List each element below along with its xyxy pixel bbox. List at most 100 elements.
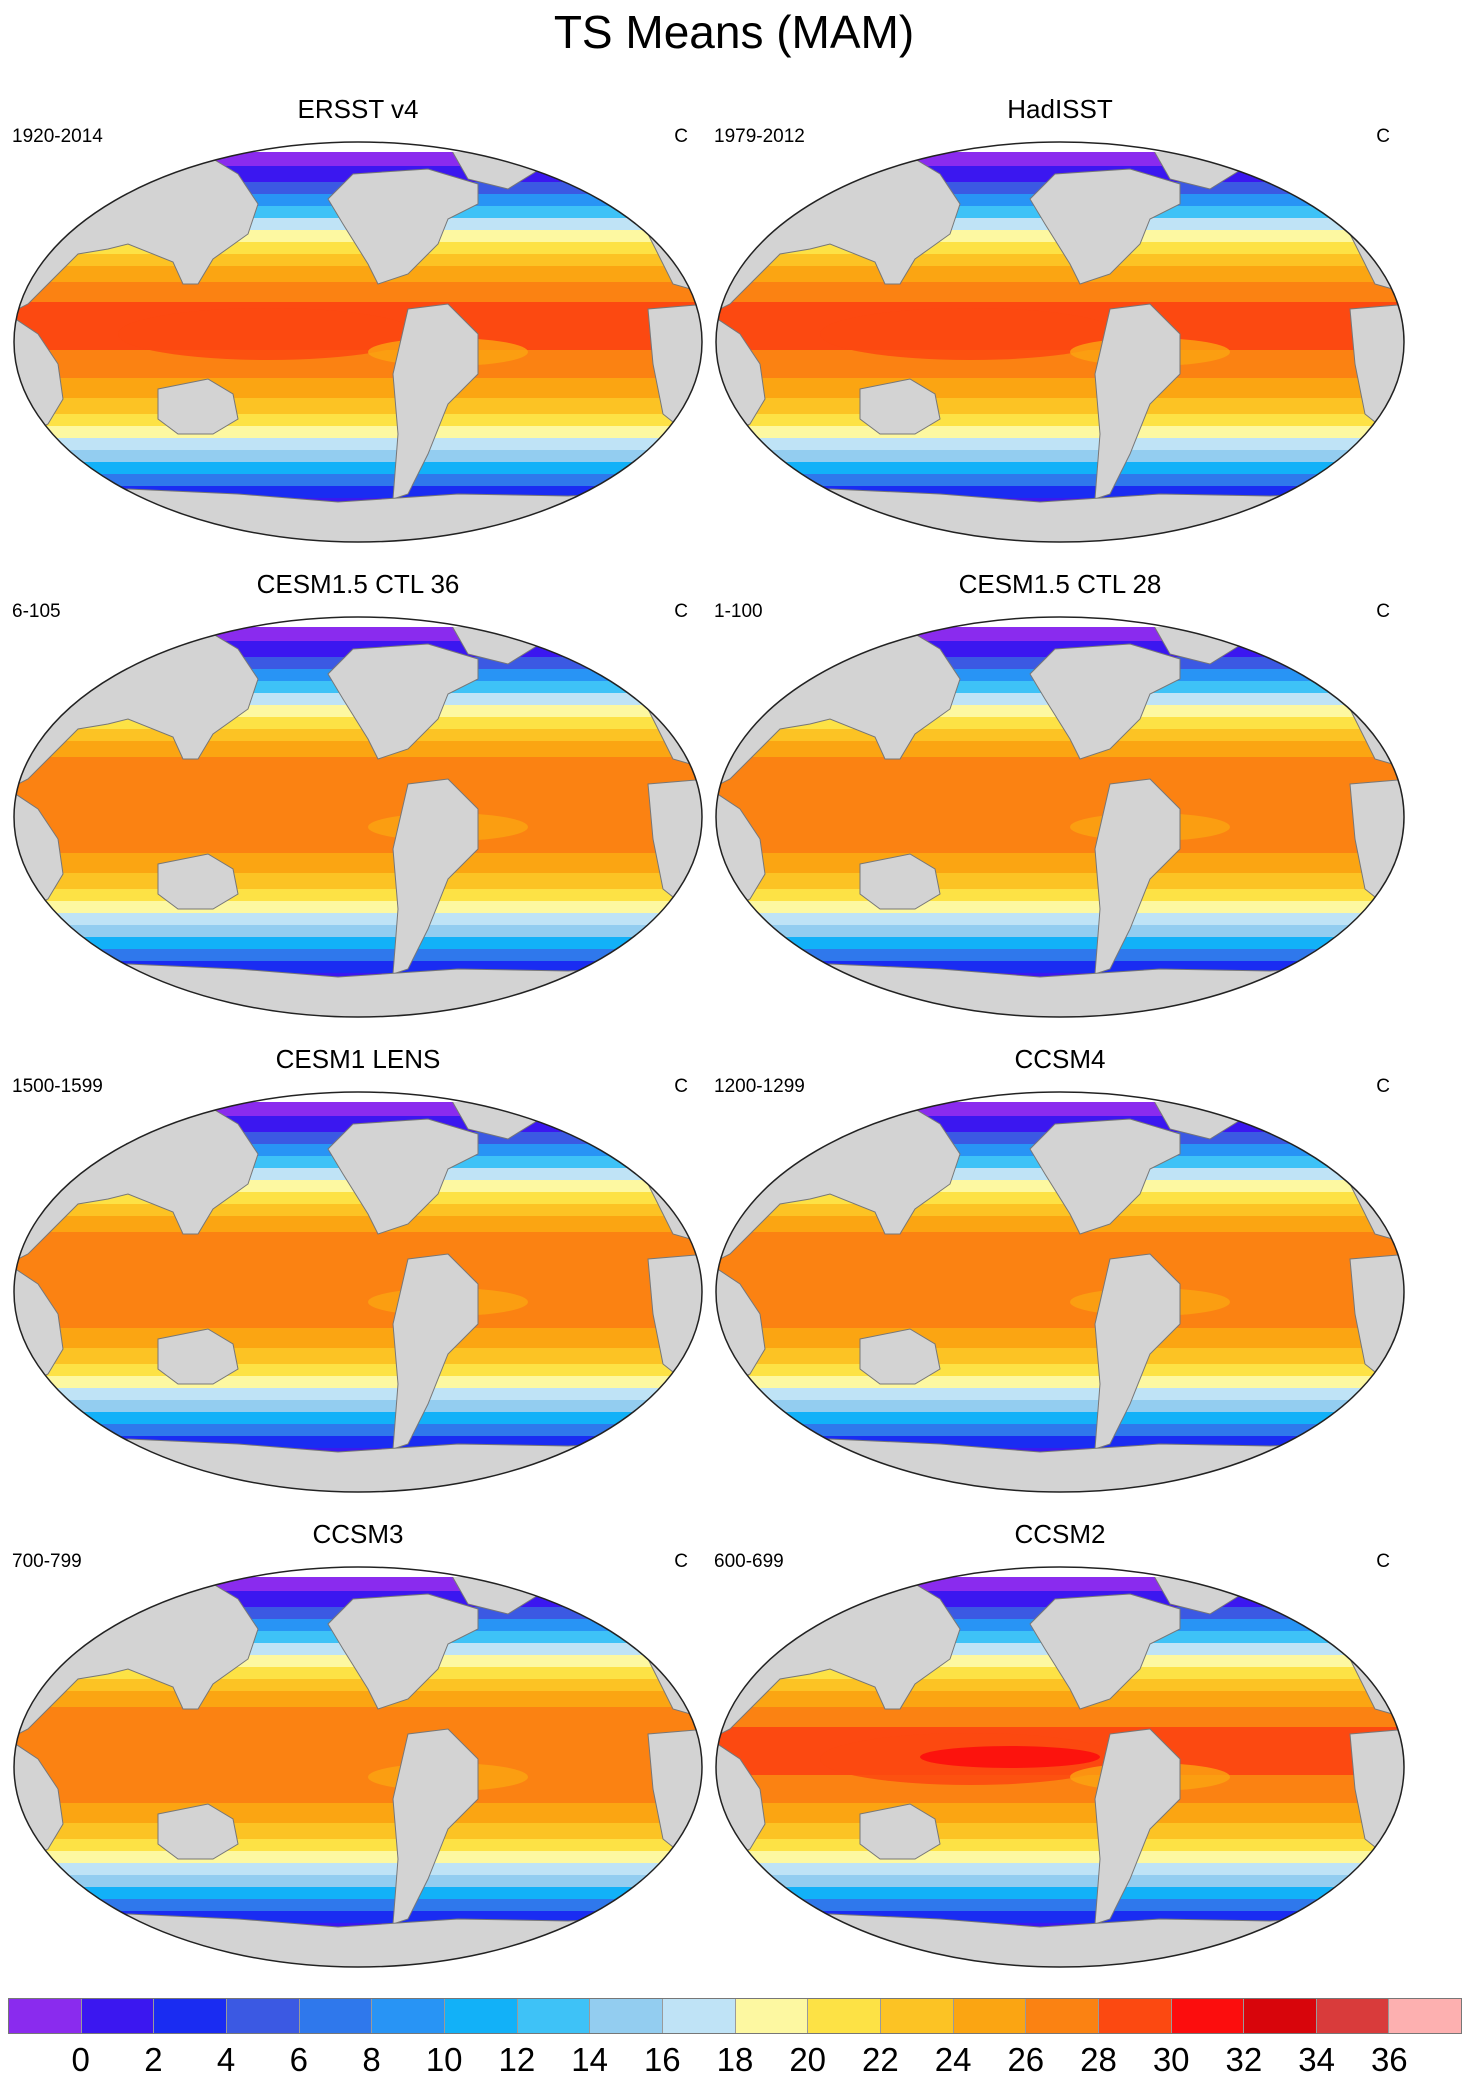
map-panel: CESM1 LENS 1500-1599 C — [8, 1044, 708, 1514]
temperature-band — [14, 1727, 702, 1776]
temperature-band — [14, 1388, 702, 1401]
temperature-band — [14, 450, 702, 463]
temperature-band — [716, 1887, 1404, 1900]
land-mass — [157, 853, 239, 910]
colorbar-tick-label: 34 — [1298, 2041, 1335, 2078]
temperature-band — [716, 1424, 1404, 1437]
sst-map — [715, 616, 1405, 1018]
panel-units: C — [1376, 126, 1390, 147]
colorbar-box — [299, 1999, 373, 2033]
temperature-band — [716, 1911, 1404, 1924]
temperature-band — [716, 1388, 1404, 1401]
colorbar-tick-label: 8 — [362, 2041, 381, 2078]
temperature-band — [716, 1364, 1404, 1377]
land-mass — [859, 1328, 941, 1385]
panel-title: CESM1.5 CTL 36 — [256, 569, 460, 599]
temperature-band — [14, 1875, 702, 1888]
temperature-band — [14, 438, 702, 451]
land-mass — [1094, 1253, 1181, 1450]
temperature-band — [14, 378, 702, 399]
panel-units: C — [674, 1076, 688, 1097]
colorbar-box — [590, 1999, 663, 2033]
land-mass — [1029, 168, 1181, 285]
land-mass — [1094, 778, 1181, 975]
temperature-band — [716, 1899, 1404, 1912]
panel-units: C — [1376, 1551, 1390, 1572]
temperature-band — [14, 462, 702, 475]
sea-ice — [860, 617, 1260, 627]
temperature-band — [14, 1851, 702, 1864]
panel-title: CESM1.5 CTL 28 — [958, 569, 1162, 599]
temperature-band — [716, 949, 1404, 962]
map-panel: ERSST v4 1920-2014 C — [8, 94, 708, 564]
temperature-band — [716, 1851, 1404, 1864]
land-mass — [157, 378, 239, 435]
panel-period: 6-105 — [12, 601, 61, 622]
land-mass — [157, 1803, 239, 1860]
temperature-band — [14, 1887, 702, 1900]
colorbar-box — [880, 1999, 954, 2033]
temperature-band — [14, 1707, 702, 1728]
panel-period: 1500-1599 — [12, 1076, 103, 1097]
temperature-band — [14, 853, 702, 874]
temperature-band — [14, 1823, 702, 1840]
colorbar-tick-label: 10 — [425, 2041, 463, 2078]
map-outline — [13, 1091, 703, 1493]
map-outline — [715, 1091, 1405, 1493]
colorbar-tick-label: 6 — [289, 2041, 308, 2078]
sea-ice — [158, 1567, 558, 1577]
temperature-band — [14, 414, 702, 427]
sea-ice — [158, 1092, 558, 1102]
temperature-band — [716, 777, 1404, 826]
panel-title: ERSST v4 — [297, 94, 419, 124]
temperature-band — [716, 1252, 1404, 1301]
map-outline — [13, 141, 703, 543]
panel-units: C — [1376, 601, 1390, 622]
colorbar-tick-label: 36 — [1370, 2041, 1408, 2078]
temperature-band — [716, 1232, 1404, 1253]
temperature-band — [14, 1424, 702, 1437]
map-outline — [715, 141, 1405, 543]
temperature-band — [14, 729, 702, 742]
colorbar-tick-label: 16 — [643, 2041, 681, 2078]
temperature-band — [716, 1204, 1404, 1217]
temperature-band — [716, 937, 1404, 950]
panel-units: C — [674, 126, 688, 147]
colorbar — [8, 1998, 1462, 2034]
warm-pool — [820, 308, 1120, 360]
land-mass — [392, 1728, 479, 1925]
temperature-band — [716, 1875, 1404, 1888]
temperature-band — [14, 1899, 702, 1912]
colorbar-box — [1244, 1999, 1317, 2033]
warm-pool-core — [920, 1746, 1100, 1768]
map-panel: CCSM3 700-799 C — [8, 1519, 708, 1989]
temperature-band — [716, 1300, 1404, 1329]
temperature-band — [716, 1839, 1404, 1852]
temperature-band — [716, 378, 1404, 399]
colorbar-tick-label: 32 — [1225, 2041, 1263, 2078]
land-mass — [859, 1803, 941, 1860]
colorbar-tick-label: 28 — [1080, 2041, 1117, 2078]
map-outline — [13, 1566, 703, 1968]
temperature-band — [14, 1803, 702, 1824]
colorbar-tick-label: 18 — [716, 2041, 754, 2078]
sst-map — [13, 1091, 703, 1493]
figure-title: TS Means (MAM) — [553, 6, 915, 58]
colorbar-box — [81, 1999, 155, 2033]
colorbar-tick-label: 0 — [71, 2041, 90, 2078]
temperature-band — [716, 1863, 1404, 1876]
colorbar-tick-label: 22 — [862, 2041, 899, 2078]
temperature-band — [716, 873, 1404, 890]
map-panel: HadISST 1979-2012 C — [710, 94, 1410, 564]
temperature-band — [716, 961, 1404, 974]
panel-units: C — [1376, 1076, 1390, 1097]
land-mass — [1029, 1593, 1181, 1710]
sst-map — [715, 1091, 1405, 1493]
colorbar-box — [226, 1999, 300, 2033]
map-panel: CCSM2 600-699 C — [710, 1519, 1410, 1989]
temperature-band — [716, 1803, 1404, 1824]
temperature-band — [716, 1436, 1404, 1449]
temperature-band — [14, 398, 702, 415]
panel-period: 1-100 — [714, 601, 763, 622]
map-outline — [13, 616, 703, 1018]
